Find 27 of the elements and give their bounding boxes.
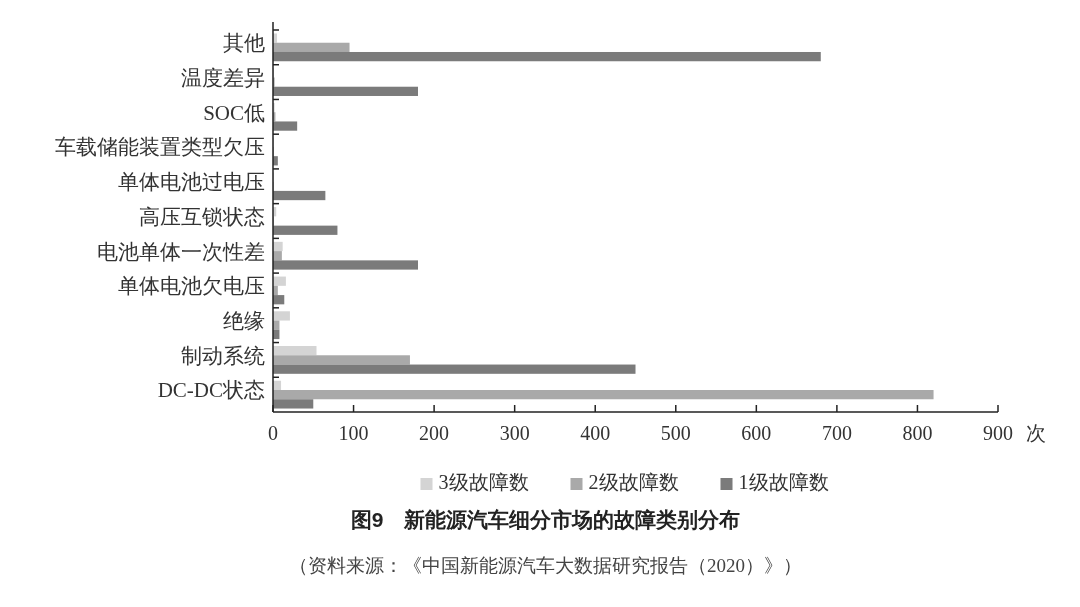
y-tick-label: 其他 — [223, 31, 265, 56]
legend-label: 1级故障数 — [738, 470, 829, 493]
y-tick-label: 绝缘 — [223, 308, 265, 333]
y-tick-label: 单体电池过电压 — [118, 170, 265, 195]
y-tick-label: 车载储能装置类型欠压 — [55, 135, 265, 160]
x-tick-label: 300 — [499, 422, 530, 444]
x-tick-label: 0 — [268, 422, 278, 444]
x-axis-title: 次 — [1026, 422, 1046, 444]
y-tick-label: SOC低 — [203, 100, 265, 125]
text: 图9 新能源汽车细分市场的故障类别分布 — [350, 508, 741, 531]
x-tick-label: 700 — [821, 422, 852, 444]
y-tick-label: 单体电池欠电压 — [118, 274, 265, 299]
legend-label: 2级故障数 — [588, 470, 679, 493]
x-tick-label: 900 — [983, 422, 1013, 444]
y-tick-label: DC-DC状态 — [157, 378, 265, 403]
y-tick-label: 电池单体一次性差 — [97, 239, 265, 264]
y-tick-label: 制动系统 — [181, 343, 265, 368]
x-tick-label: 600 — [741, 422, 772, 444]
x-tick-label: 400 — [580, 422, 611, 444]
x-tick-label: 100 — [338, 422, 369, 444]
legend-label: 3级故障数 — [438, 470, 529, 493]
y-tick-label: 高压互锁状态 — [139, 204, 265, 229]
text: （资料来源：《中国新能源汽车大数据研究报告（2020）》） — [289, 555, 802, 576]
x-tick-label: 200 — [419, 422, 450, 444]
x-tick-label: 800 — [902, 422, 933, 444]
y-tick-label: 温度差异 — [181, 65, 265, 90]
x-tick-label: 500 — [660, 422, 691, 444]
